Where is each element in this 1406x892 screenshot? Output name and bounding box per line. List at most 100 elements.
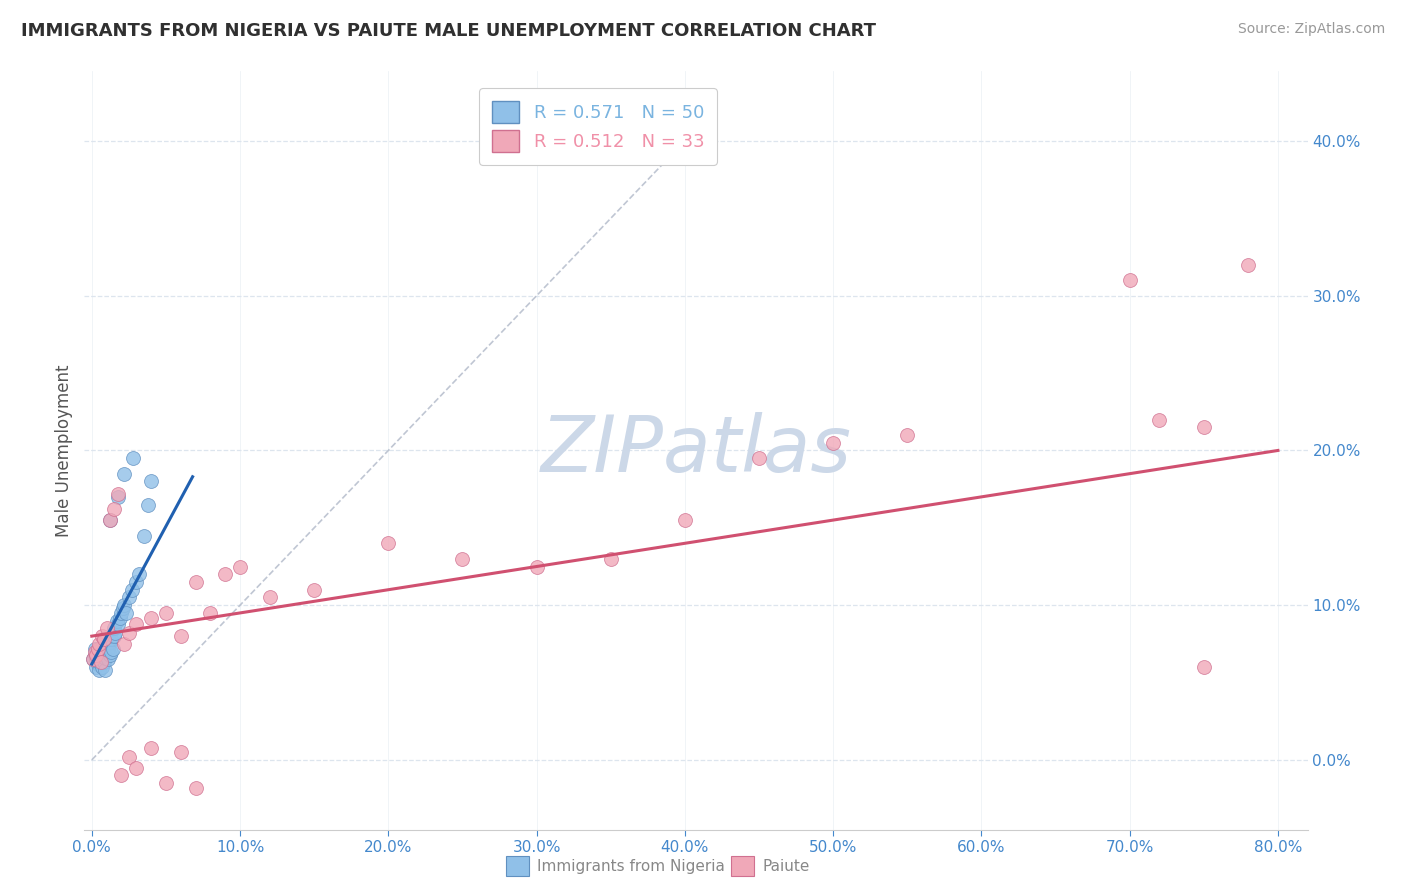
Point [91, 629, 114, 643]
Point [128, 567, 150, 582]
Point [155, 606, 177, 620]
Point [91, 649, 114, 664]
Point [451, 551, 474, 566]
Point [83, 648, 105, 662]
Point [229, 559, 252, 574]
Y-axis label: Male Unemployment: Male Unemployment [55, 364, 73, 537]
Point [103, 502, 125, 516]
Point [599, 551, 621, 566]
Point [96, 621, 118, 635]
Point [91, 640, 114, 654]
Point [112, 467, 135, 481]
Point [84, 648, 107, 662]
Point [84, 645, 107, 659]
Point [673, 513, 696, 527]
Point [259, 591, 281, 605]
Point [89, 663, 111, 677]
Point [118, 626, 141, 640]
Point [107, 490, 129, 504]
Point [94, 663, 117, 677]
Point [98, 635, 121, 649]
Point [108, 610, 131, 624]
Point [97, 652, 120, 666]
Point [1149, 412, 1171, 426]
Point [748, 451, 770, 466]
Point [377, 536, 399, 550]
Point [103, 621, 125, 635]
Point [823, 435, 845, 450]
Point [125, 574, 148, 589]
Point [90, 641, 112, 656]
Point [94, 650, 117, 665]
Point [90, 652, 112, 666]
Point [91, 660, 114, 674]
Point [115, 606, 138, 620]
Point [121, 582, 143, 597]
Point [111, 601, 134, 615]
Point [103, 629, 125, 643]
Point [107, 487, 129, 501]
Point [83, 641, 105, 656]
Point [214, 567, 236, 582]
Point [98, 648, 121, 662]
Point [97, 641, 120, 656]
Point [105, 614, 128, 628]
Point [155, 776, 177, 790]
Point [104, 626, 127, 640]
Point [125, 616, 148, 631]
Point [100, 632, 122, 647]
Point [98, 513, 121, 527]
Text: ZIPatlas: ZIPatlas [540, 412, 852, 489]
Point [1192, 420, 1215, 434]
Point [82, 652, 104, 666]
Point [93, 632, 115, 647]
Point [139, 610, 162, 624]
Point [86, 641, 108, 656]
Text: IMMIGRANTS FROM NIGERIA VS PAIUTE MALE UNEMPLOYMENT CORRELATION CHART: IMMIGRANTS FROM NIGERIA VS PAIUTE MALE U… [21, 22, 876, 40]
Point [96, 645, 118, 659]
Point [83, 645, 105, 659]
Point [89, 637, 111, 651]
Point [100, 645, 122, 659]
Point [139, 475, 162, 489]
Point [112, 637, 135, 651]
Point [184, 574, 207, 589]
Point [93, 656, 115, 670]
Point [107, 616, 129, 631]
Point [125, 761, 148, 775]
Point [526, 559, 548, 574]
Point [896, 428, 918, 442]
Point [112, 598, 135, 612]
Point [89, 656, 111, 670]
Point [122, 451, 145, 466]
Point [86, 648, 108, 662]
Point [118, 591, 141, 605]
Point [132, 528, 155, 542]
Point [110, 768, 132, 782]
Text: Immigrants from Nigeria: Immigrants from Nigeria [537, 859, 725, 873]
Legend: R = 0.571   N = 50, R = 0.512   N = 33: R = 0.571 N = 50, R = 0.512 N = 33 [479, 88, 717, 164]
Point [84, 652, 107, 666]
Point [1237, 258, 1260, 272]
Point [101, 641, 124, 656]
Point [170, 745, 193, 759]
Point [98, 513, 121, 527]
Point [86, 657, 108, 671]
Point [89, 645, 111, 659]
Point [302, 582, 325, 597]
Point [139, 740, 162, 755]
Point [136, 498, 159, 512]
Point [1118, 273, 1140, 287]
Text: Source: ZipAtlas.com: Source: ZipAtlas.com [1237, 22, 1385, 37]
Point [200, 606, 222, 620]
Point [170, 629, 193, 643]
Point [96, 637, 118, 651]
Point [90, 656, 112, 670]
Text: Paiute: Paiute [762, 859, 810, 873]
Point [93, 646, 115, 660]
Point [1192, 660, 1215, 674]
Point [184, 780, 207, 795]
Point [110, 606, 132, 620]
Point [82, 652, 104, 666]
Point [118, 749, 141, 764]
